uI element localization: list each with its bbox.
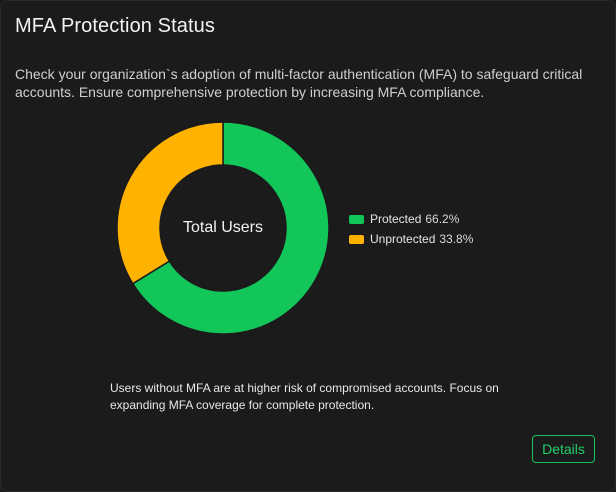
- legend-item-protected: Protected 66.2%: [349, 209, 473, 229]
- chart-legend: Protected 66.2% Unprotected 33.8%: [349, 209, 473, 249]
- details-button[interactable]: Details: [532, 435, 595, 463]
- legend-item-unprotected: Unprotected 33.8%: [349, 229, 473, 249]
- legend-label-unprotected: Unprotected: [370, 232, 436, 246]
- legend-value-protected: 66.2%: [425, 212, 460, 226]
- legend-value-unprotected: 33.8%: [439, 232, 474, 246]
- card-description: Check your organization`s adoption of mu…: [15, 66, 583, 100]
- legend-swatch-protected: [349, 214, 364, 224]
- risk-note: Users without MFA are at higher risk of …: [110, 381, 499, 412]
- donut-slice-protected: [131, 121, 330, 335]
- legend-label-protected: Protected: [370, 212, 422, 226]
- donut-slice-unprotected: [116, 121, 224, 285]
- donut-chart-svg: [116, 121, 330, 335]
- card-title: MFA Protection Status: [15, 15, 215, 37]
- donut-chart: Total Users: [111, 116, 335, 340]
- legend-swatch-unprotected: [349, 234, 364, 244]
